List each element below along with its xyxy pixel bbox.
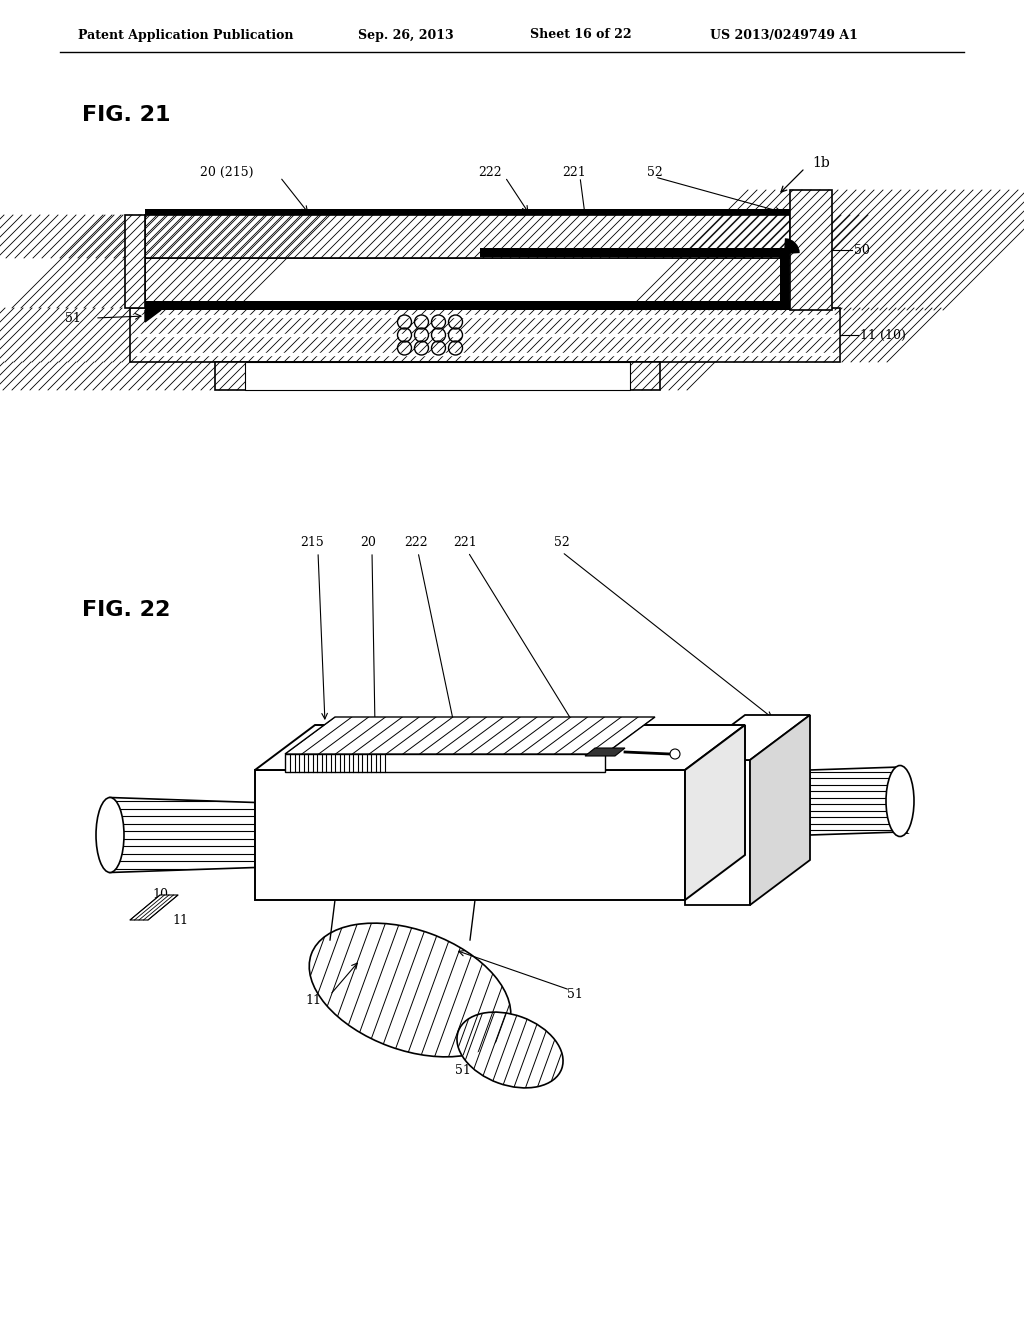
Bar xyxy=(145,215,790,257)
Text: 51: 51 xyxy=(65,312,81,325)
Text: Sheet 16 of 22: Sheet 16 of 22 xyxy=(530,29,632,41)
Text: 11: 11 xyxy=(895,824,911,837)
Bar xyxy=(245,362,630,389)
Text: 20: 20 xyxy=(360,536,376,549)
Text: 11: 11 xyxy=(305,994,321,1006)
Text: 11: 11 xyxy=(155,847,171,861)
Text: 221: 221 xyxy=(453,536,477,549)
Bar xyxy=(215,362,660,389)
Text: 51: 51 xyxy=(567,989,583,1002)
Bar xyxy=(790,190,831,310)
Polygon shape xyxy=(750,715,810,906)
Text: 51: 51 xyxy=(455,1064,471,1077)
Text: FIG. 22: FIG. 22 xyxy=(82,601,170,620)
Bar xyxy=(145,257,790,308)
Bar xyxy=(255,770,685,900)
Polygon shape xyxy=(685,715,810,760)
Text: US 2013/0249749 A1: US 2013/0249749 A1 xyxy=(710,29,858,41)
Bar xyxy=(480,248,790,257)
Text: FIG. 21: FIG. 21 xyxy=(82,106,171,125)
Text: Patent Application Publication: Patent Application Publication xyxy=(78,29,294,41)
Polygon shape xyxy=(255,725,745,770)
Ellipse shape xyxy=(457,1012,563,1088)
Bar xyxy=(685,760,750,906)
Ellipse shape xyxy=(96,797,124,873)
Text: 1b: 1b xyxy=(812,156,829,170)
Polygon shape xyxy=(145,310,161,322)
Text: 11 (10): 11 (10) xyxy=(860,329,906,342)
Circle shape xyxy=(670,748,680,759)
Bar xyxy=(245,362,630,389)
Polygon shape xyxy=(810,767,900,836)
Bar xyxy=(125,215,145,308)
Text: 20 (215): 20 (215) xyxy=(200,165,254,178)
Text: 52: 52 xyxy=(554,536,569,549)
Text: 222: 222 xyxy=(478,165,502,178)
Text: 11: 11 xyxy=(172,913,188,927)
Polygon shape xyxy=(585,748,625,756)
Text: Sep. 26, 2013: Sep. 26, 2013 xyxy=(358,29,454,41)
Bar xyxy=(285,754,605,772)
Bar xyxy=(145,301,790,310)
Text: 221: 221 xyxy=(562,165,586,178)
Ellipse shape xyxy=(309,923,511,1057)
Polygon shape xyxy=(130,895,178,920)
Polygon shape xyxy=(285,717,655,754)
Text: 50: 50 xyxy=(854,243,869,256)
Text: 52: 52 xyxy=(647,165,663,178)
Bar xyxy=(145,209,790,215)
Polygon shape xyxy=(685,725,745,900)
Text: 215: 215 xyxy=(300,536,324,549)
Text: 222: 222 xyxy=(404,536,428,549)
Ellipse shape xyxy=(886,766,914,837)
Bar xyxy=(780,256,790,310)
Polygon shape xyxy=(110,797,255,873)
Text: 10: 10 xyxy=(152,888,168,902)
Bar xyxy=(130,308,840,362)
